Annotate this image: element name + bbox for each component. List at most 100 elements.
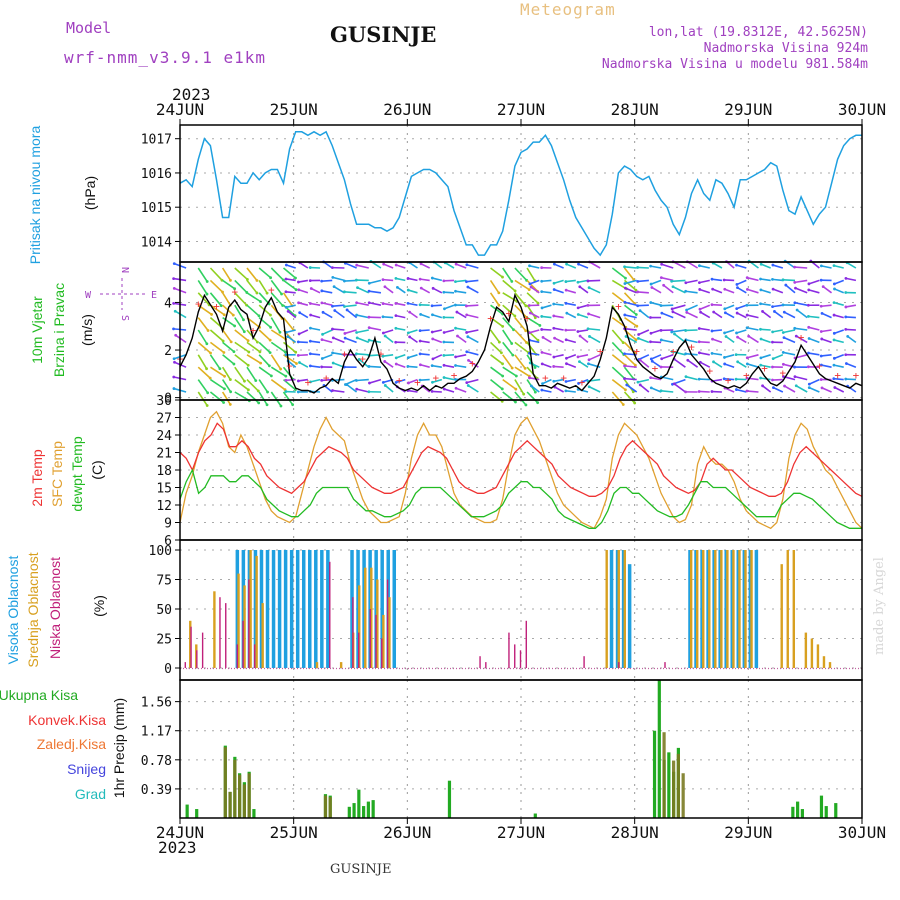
wind-arrow: [845, 316, 856, 319]
wind-arrow-head: [660, 262, 664, 266]
wind-arrow: [794, 327, 808, 331]
wind-arrow: [246, 379, 259, 392]
wind-arrow: [687, 359, 699, 368]
y-tick-label-2: 6: [164, 534, 172, 549]
wind-arrow-head: [455, 310, 459, 314]
wind-arrow: [821, 304, 832, 308]
high-cloud-bar: [295, 550, 300, 668]
wind-arrow-head: [331, 361, 335, 365]
wind-gust-marker: +: [743, 369, 750, 382]
wind-arrow-head: [355, 352, 358, 356]
wind-arrow: [833, 264, 844, 269]
wind-gust-marker: +: [506, 307, 513, 320]
wind-arrow: [432, 277, 443, 282]
wind-arrow-head: [527, 288, 531, 292]
wind-arrow: [395, 327, 406, 331]
pressure-line: [179, 130, 862, 257]
wind-arrow-head: [735, 307, 739, 311]
wind-arrow-head: [245, 278, 249, 281]
wind-arrow-head: [465, 331, 469, 334]
wind-arrow: [624, 304, 637, 316]
wind-arrow-head: [807, 314, 810, 318]
wind-arrow-head: [833, 287, 836, 291]
wind-arrow: [808, 386, 820, 393]
wind-arrow-head: [281, 304, 285, 307]
wind-arrow: [383, 263, 394, 269]
wind-arrow: [282, 292, 293, 307]
wind-arrow-head: [205, 280, 209, 283]
wind-arrow-head: [442, 279, 446, 283]
wind-arrow-head: [659, 276, 663, 280]
wind-arrow-head: [246, 363, 250, 367]
wind-arrow: [210, 378, 225, 390]
wind-arrow-head: [296, 340, 300, 344]
wind-arrow-head: [819, 264, 823, 268]
wind-gust-marker: +: [652, 362, 659, 375]
wind-arrow-head: [697, 390, 701, 393]
wind-arrow-head: [533, 390, 537, 394]
wind-arrow: [846, 262, 857, 269]
wind-arrow-head: [636, 290, 640, 294]
wind-arrow: [395, 314, 406, 319]
wind-arrow-head: [419, 312, 423, 316]
wind-arrow: [809, 378, 820, 385]
wind-gust-marker: +: [670, 345, 677, 358]
wind-arrow: [578, 263, 589, 269]
wind-arrow-head: [588, 335, 591, 338]
wind-arrow: [334, 309, 345, 319]
wind-arrow-head: [844, 291, 848, 294]
wind-arrow: [432, 338, 443, 344]
wind-arrow-head: [631, 390, 635, 394]
wind-arrow-head: [697, 351, 701, 355]
mid-cloud-bar: [189, 620, 192, 668]
wind-arrow: [222, 354, 235, 365]
wind-arrow: [833, 301, 844, 306]
x-tick-label-bottom: 25JUN: [270, 823, 318, 842]
total-rain-bar: [347, 806, 351, 818]
x-tick-label-top: 26JUN: [383, 100, 431, 119]
wind-arrow-head: [633, 401, 637, 405]
wind-arrow-head: [577, 382, 580, 385]
wind-arrow-head: [538, 324, 542, 327]
wind-arrow: [409, 336, 418, 344]
frame-layer: [175, 119, 863, 824]
wind-arrow-head: [497, 340, 501, 344]
convective-rain-bar: [681, 773, 685, 818]
wind-arrow: [382, 354, 394, 357]
wind-arrow: [283, 354, 297, 365]
wind-arrow: [332, 389, 345, 393]
wind-arrow: [746, 326, 759, 331]
wind-arrow: [395, 277, 406, 282]
x-tick-label-top: 30JUN: [838, 100, 886, 119]
wind-arrow-head: [294, 350, 298, 354]
wind-arrow-head: [772, 386, 775, 389]
wind-arrow-head: [564, 389, 568, 393]
wind-arrow-head: [172, 327, 175, 331]
wind-arrow: [408, 354, 418, 359]
wind-arrow-head: [223, 387, 226, 391]
wind-arrow: [283, 279, 297, 291]
wind-arrow: [782, 279, 796, 282]
wind-arrow: [408, 329, 418, 334]
wind-arrow-head: [782, 375, 785, 378]
wind-arrow: [197, 317, 209, 331]
mid-cloud-bar: [249, 550, 252, 668]
wind-arrow: [577, 329, 589, 333]
wind-arrow: [699, 304, 711, 310]
wind-arrow: [467, 384, 479, 393]
high-cloud-bar: [320, 550, 324, 668]
wind-arrow-head: [418, 277, 422, 281]
mid-cloud-bar: [804, 632, 808, 668]
wind-gust-marker: +: [816, 360, 823, 373]
wind-arrow-head: [759, 356, 763, 360]
wind-arrow-head: [418, 378, 422, 382]
wind-arrow: [222, 316, 236, 327]
wind-arrow-head: [228, 403, 232, 406]
wind-arrow-head: [697, 377, 701, 381]
wind-arrow-head: [784, 283, 788, 287]
wind-arrow-head: [279, 404, 283, 408]
low-cloud-bar: [225, 603, 227, 668]
wind-arrow-head: [832, 301, 836, 305]
wind-arrow-head: [781, 278, 785, 282]
y-tick-label-2: 15: [156, 482, 172, 497]
